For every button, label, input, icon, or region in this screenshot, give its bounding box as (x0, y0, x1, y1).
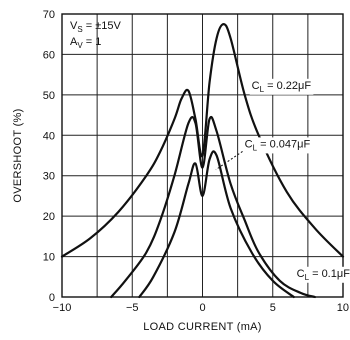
x-tick-label: 5 (270, 302, 276, 314)
y-tick-label: 20 (43, 211, 55, 223)
x-tick-label: −5 (126, 302, 139, 314)
series-curves (60, 23, 345, 299)
tick-labels: −10 −5 0 5 10 0 10 20 30 40 50 60 70 (43, 9, 349, 314)
supply-voltage-annotation: VS = ±15V (70, 20, 121, 34)
series-line-cl-0.1uf (138, 150, 295, 299)
series-line-cl-0.22uf (60, 23, 345, 258)
y-tick-label: 50 (43, 90, 55, 102)
y-tick-label: 30 (43, 171, 55, 183)
grid (62, 14, 343, 297)
gain-annotation: AV = 1 (70, 36, 101, 50)
series-label-bg (242, 137, 313, 154)
x-tick-label: −10 (53, 302, 72, 314)
series-label-bg (249, 78, 314, 95)
x-axis-label: LOAD CURRENT (mA) (143, 321, 262, 333)
series-label-cl-0.22uf: CL = 0.22μF (252, 80, 312, 94)
y-tick-label: 70 (43, 9, 55, 21)
series-label-bg (294, 266, 350, 283)
x-tick-label: 0 (199, 302, 205, 314)
x-tick-label: 10 (337, 302, 349, 314)
y-tick-label: 60 (43, 49, 55, 61)
series-label-leader (215, 151, 243, 171)
y-tick-label: 10 (43, 252, 55, 264)
series-label-cl-0.1uf: CL = 0.1μF (297, 268, 350, 282)
series-line-cl-0.047uf (110, 115, 316, 299)
y-tick-label: 0 (49, 292, 55, 304)
y-axis-label: OVERSHOOT (%) (12, 108, 24, 202)
y-tick-label: 40 (43, 130, 55, 142)
series-label-cl-0.047uf: CL = 0.047μF (245, 138, 311, 152)
plot-frame (61, 13, 344, 298)
